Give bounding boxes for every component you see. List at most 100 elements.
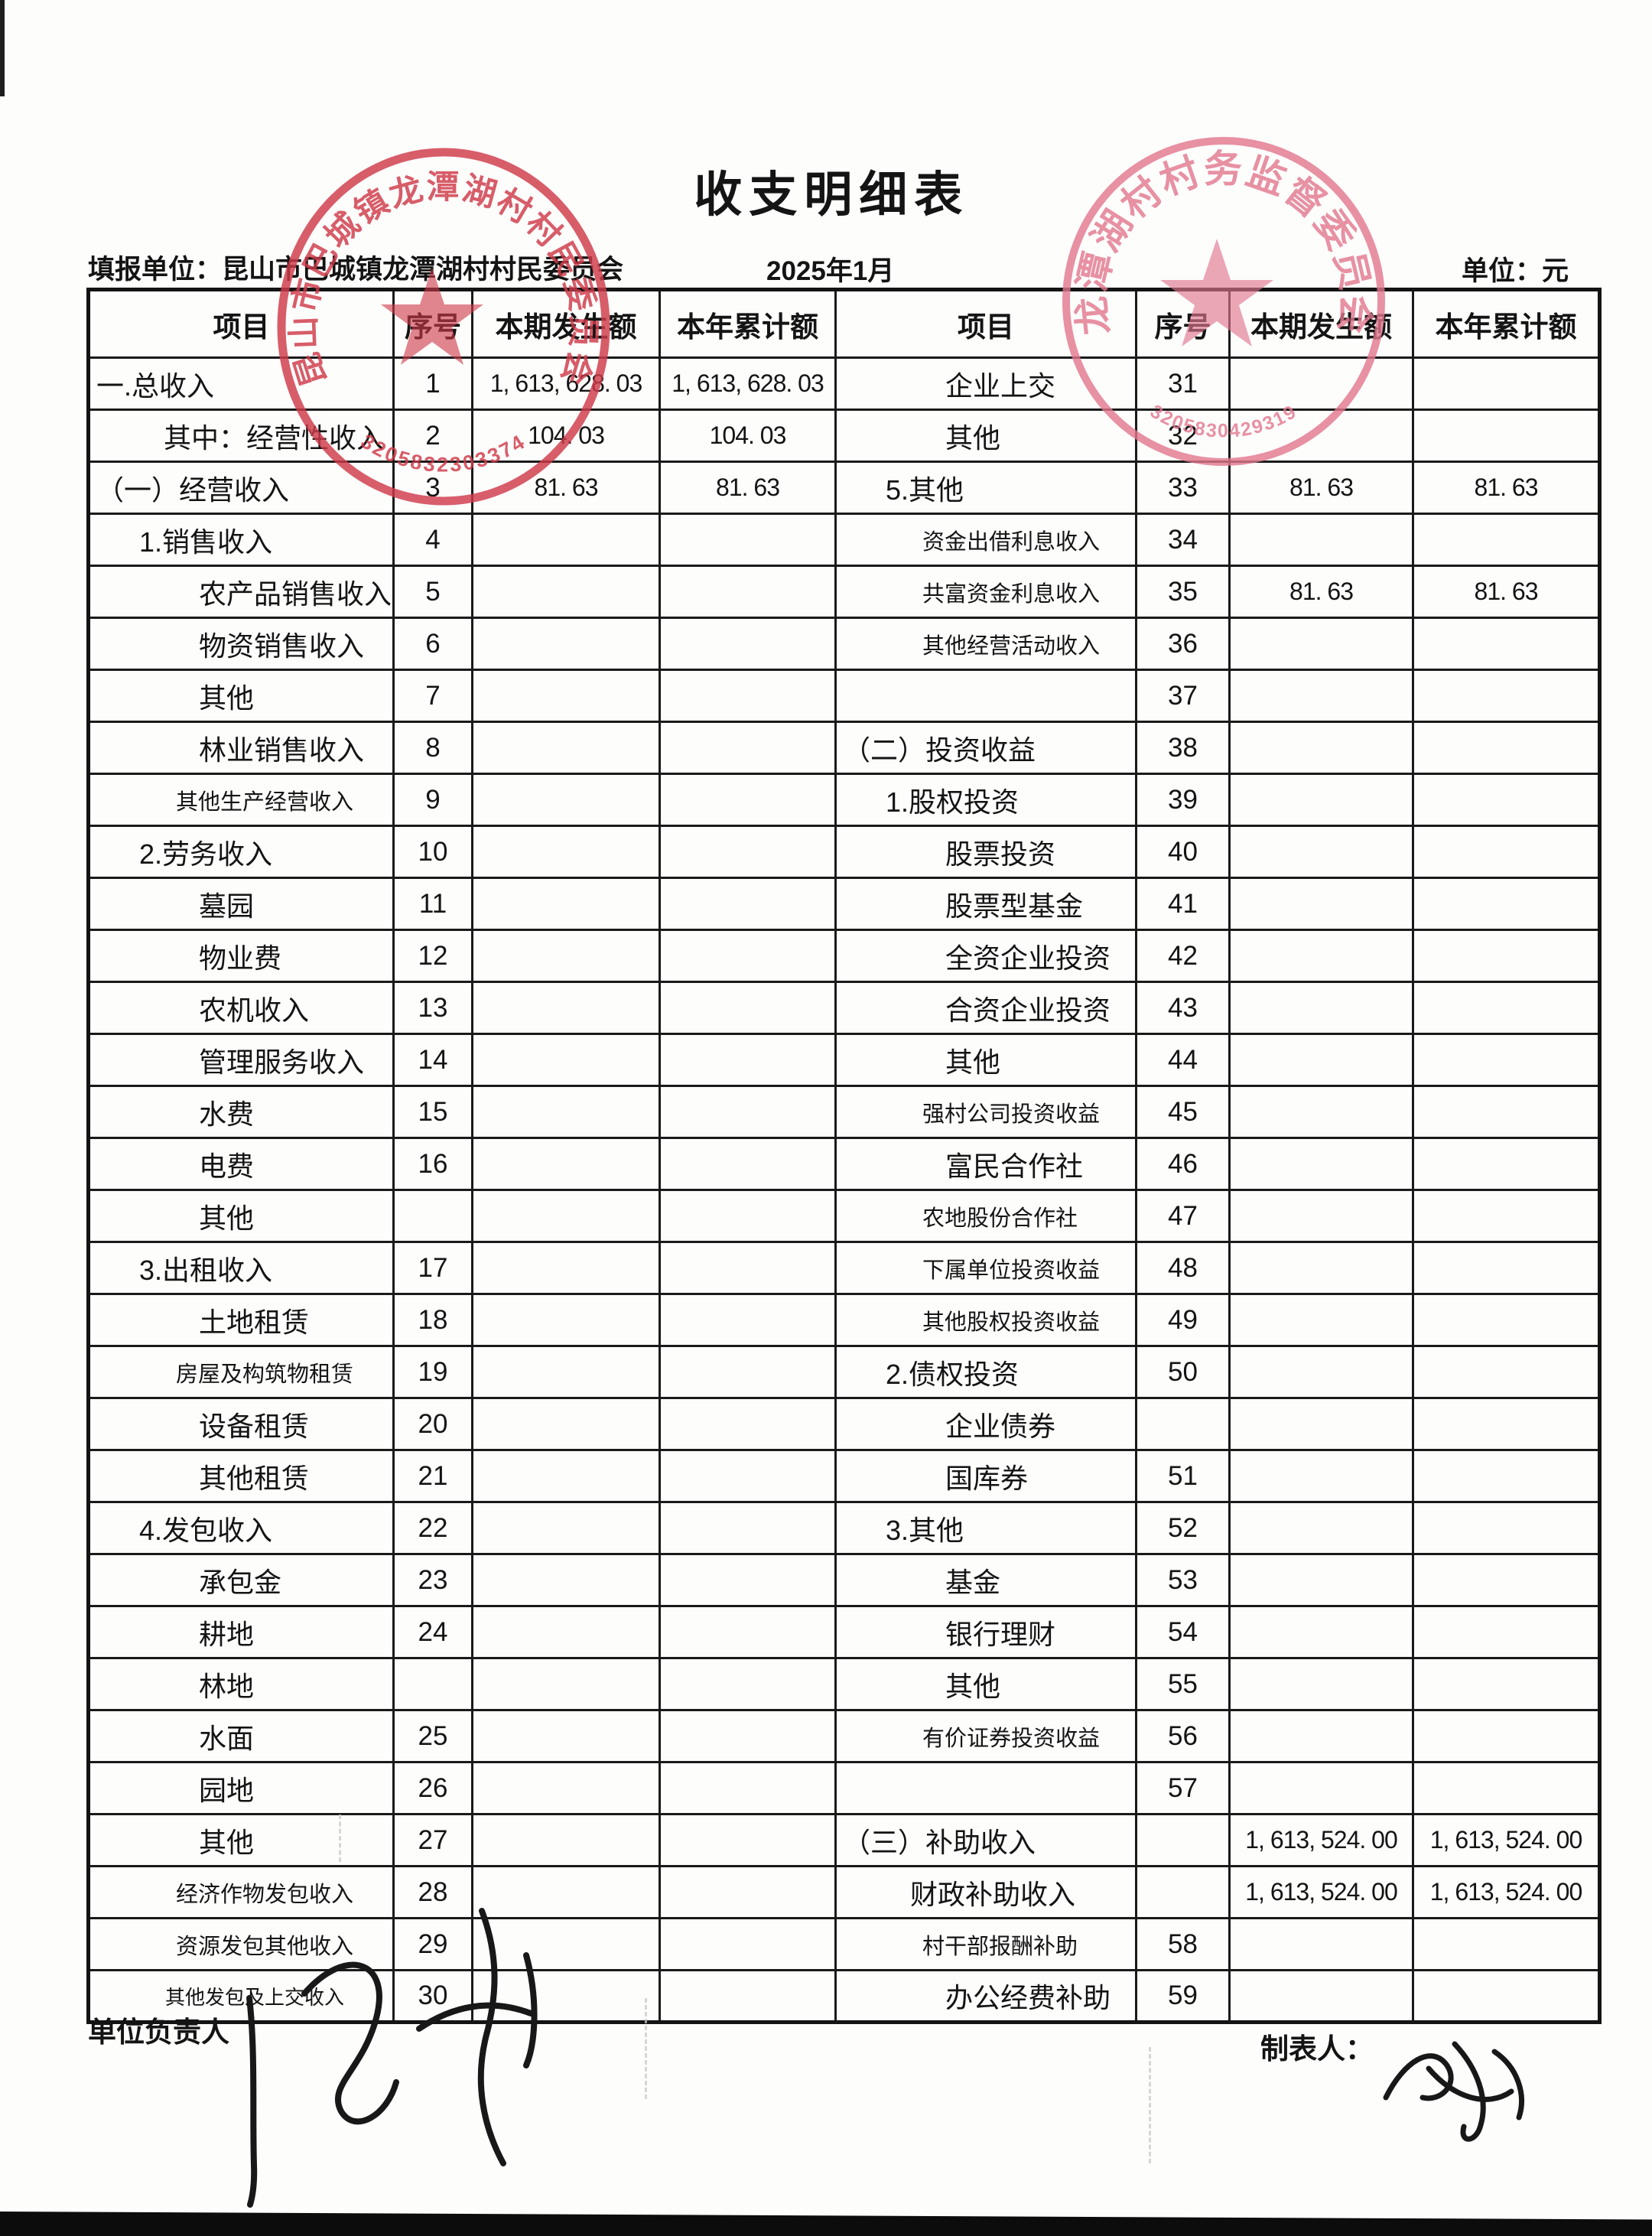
item-cell: 1.股权投资 bbox=[834, 773, 1137, 827]
current-amount-cell bbox=[1228, 1917, 1414, 1971]
table-row: 承包金 23 基金 53 bbox=[87, 1553, 1601, 1607]
item-cell: 其他 bbox=[87, 669, 395, 723]
current-amount-cell bbox=[471, 1813, 661, 1867]
current-amount-cell bbox=[1228, 356, 1414, 411]
current-amount-cell bbox=[1228, 1397, 1414, 1451]
item-cell: 强村公司投资收益 bbox=[834, 1085, 1137, 1139]
item-cell: 墓园 bbox=[87, 877, 395, 931]
serial-cell: 29 bbox=[392, 1917, 473, 1971]
ytd-amount-cell bbox=[1412, 721, 1601, 775]
item-cell: 水面 bbox=[87, 1709, 395, 1763]
column-header: 序号 bbox=[1135, 288, 1231, 359]
current-amount-cell bbox=[1228, 825, 1414, 879]
item-cell: 3.其他 bbox=[834, 1501, 1137, 1555]
table-row: 其他生产经营收入 9 1.股权投资 39 bbox=[87, 773, 1601, 827]
serial-cell: 49 bbox=[1135, 1293, 1231, 1347]
current-amount-cell bbox=[1228, 981, 1414, 1035]
serial-cell: 45 bbox=[1135, 1085, 1231, 1139]
ytd-amount-cell bbox=[659, 1761, 837, 1815]
item-cell: 4.发包收入 bbox=[87, 1501, 395, 1555]
serial-cell bbox=[1135, 1865, 1231, 1919]
ytd-amount-cell bbox=[659, 1969, 837, 2023]
serial-cell: 40 bbox=[1135, 825, 1231, 879]
current-amount-cell bbox=[1228, 1085, 1414, 1139]
item-cell: 全资企业投资 bbox=[834, 929, 1137, 983]
serial-cell: 31 bbox=[1135, 356, 1231, 411]
ytd-amount-cell bbox=[659, 1449, 837, 1503]
current-amount-cell bbox=[1228, 1293, 1414, 1347]
table-row: 农产品销售收入 5 共富资金利息收入 35 81. 63 81. 63 bbox=[87, 565, 1601, 619]
item-cell: 3.出租收入 bbox=[87, 1241, 395, 1295]
current-amount-cell bbox=[471, 669, 661, 723]
ytd-amount-cell bbox=[659, 1137, 837, 1191]
ytd-amount-cell: 81. 63 bbox=[659, 461, 837, 515]
ytd-amount-cell bbox=[659, 617, 837, 671]
current-amount-cell bbox=[471, 1189, 661, 1243]
serial-cell: 3 bbox=[392, 461, 473, 515]
ytd-amount-cell bbox=[659, 1917, 837, 1971]
current-amount-cell bbox=[471, 1605, 661, 1659]
ytd-amount-cell: 1, 613, 524. 00 bbox=[1412, 1813, 1601, 1867]
serial-cell: 4 bbox=[392, 513, 473, 567]
table-row: 电费 16 富民合作社 46 bbox=[87, 1137, 1601, 1191]
ytd-amount-cell bbox=[659, 929, 837, 983]
item-cell: 林业销售收入 bbox=[87, 721, 395, 775]
serial-cell: 58 bbox=[1135, 1917, 1231, 1971]
current-amount-cell bbox=[1228, 1501, 1414, 1555]
serial-cell: 2 bbox=[392, 408, 473, 463]
table-row: 其他 农地股份合作社 47 bbox=[87, 1189, 1601, 1243]
ytd-amount-cell bbox=[1412, 1917, 1601, 1971]
current-amount-cell bbox=[1228, 408, 1414, 463]
current-amount-cell bbox=[1228, 1553, 1414, 1607]
current-amount-cell bbox=[1228, 1761, 1414, 1815]
current-amount-cell bbox=[471, 1033, 661, 1087]
serial-cell: 1 bbox=[392, 356, 473, 411]
ytd-amount-cell bbox=[659, 1085, 837, 1139]
ytd-amount-cell bbox=[1412, 1709, 1601, 1763]
ytd-amount-cell bbox=[659, 1553, 837, 1607]
current-amount-cell bbox=[471, 1917, 661, 1971]
item-cell: 农机收入 bbox=[87, 981, 395, 1035]
item-cell: （三）补助收入 bbox=[834, 1813, 1137, 1867]
serial-cell: 55 bbox=[1135, 1657, 1231, 1711]
item-cell: 财政补助收入 bbox=[834, 1865, 1137, 1919]
item-cell: 园地 bbox=[87, 1761, 395, 1815]
current-amount-cell bbox=[471, 929, 661, 983]
serial-cell: 53 bbox=[1135, 1553, 1231, 1607]
item-cell: 办公经费补助 bbox=[834, 1969, 1137, 2023]
serial-cell: 10 bbox=[392, 825, 473, 879]
ytd-amount-cell: 81. 63 bbox=[1412, 461, 1601, 515]
current-amount-cell bbox=[471, 617, 661, 671]
item-cell: 其他经营活动收入 bbox=[834, 617, 1137, 671]
item-cell: 其他租赁 bbox=[87, 1449, 395, 1503]
ytd-amount-cell bbox=[1412, 1657, 1601, 1711]
current-amount-cell: 104. 03 bbox=[471, 408, 661, 463]
column-header: 本期发生额 bbox=[471, 288, 661, 359]
current-amount-cell bbox=[471, 1345, 661, 1399]
item-cell: 物资销售收入 bbox=[87, 617, 395, 671]
ytd-amount-cell bbox=[1412, 1969, 1601, 2023]
column-header: 本期发生额 bbox=[1228, 288, 1414, 359]
ytd-amount-cell bbox=[1412, 1293, 1601, 1347]
ytd-amount-cell bbox=[659, 1657, 837, 1711]
current-amount-cell bbox=[471, 1449, 661, 1503]
current-amount-cell bbox=[1228, 929, 1414, 983]
current-amount-cell bbox=[471, 565, 661, 619]
table-row: 水费 15 强村公司投资收益 45 bbox=[87, 1085, 1601, 1139]
serial-cell: 14 bbox=[392, 1033, 473, 1087]
serial-cell: 25 bbox=[392, 1709, 473, 1763]
serial-cell: 20 bbox=[392, 1397, 473, 1451]
ytd-amount-cell bbox=[659, 1501, 837, 1555]
serial-cell: 41 bbox=[1135, 877, 1231, 931]
table-row: 林地 其他 55 bbox=[87, 1657, 1601, 1711]
item-cell: 其他生产经营收入 bbox=[87, 773, 395, 827]
item-cell: 经济作物发包收入 bbox=[87, 1865, 395, 1919]
header-row: 项目 序号 本期发生额 本年累计额 项目 序号 本期发生额 本年累计额 bbox=[87, 288, 1601, 359]
current-amount-cell bbox=[471, 773, 661, 827]
item-cell: 国库券 bbox=[834, 1449, 1137, 1503]
serial-cell: 30 bbox=[392, 1969, 473, 2023]
current-amount-cell bbox=[471, 513, 661, 567]
serial-cell: 56 bbox=[1135, 1709, 1231, 1763]
ytd-amount-cell bbox=[1412, 1137, 1601, 1191]
ytd-amount-cell: 1, 613, 524. 00 bbox=[1412, 1865, 1601, 1919]
